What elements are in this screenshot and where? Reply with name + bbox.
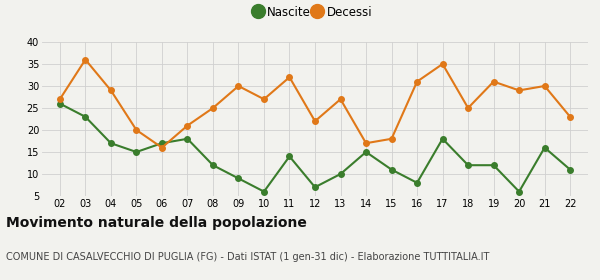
Decessi [107, 89, 115, 92]
Nascite [158, 141, 166, 145]
Nascite [286, 155, 293, 158]
Decessi [515, 89, 523, 92]
Decessi [541, 84, 548, 88]
Decessi [311, 120, 319, 123]
Nascite [133, 150, 140, 154]
Nascite [56, 102, 64, 105]
Nascite [107, 141, 115, 145]
Decessi [82, 58, 89, 61]
Decessi [490, 80, 497, 83]
Nascite [541, 146, 548, 149]
Nascite [439, 137, 446, 141]
Nascite [337, 172, 344, 176]
Line: Decessi: Decessi [57, 57, 573, 150]
Nascite [311, 186, 319, 189]
Nascite [362, 150, 370, 154]
Nascite [82, 115, 89, 118]
Decessi [362, 141, 370, 145]
Decessi [464, 106, 472, 110]
Nascite [413, 181, 421, 185]
Text: COMUNE DI CASALVECCHIO DI PUGLIA (FG) - Dati ISTAT (1 gen-31 dic) - Elaborazione: COMUNE DI CASALVECCHIO DI PUGLIA (FG) - … [6, 252, 490, 262]
Decessi [184, 124, 191, 127]
Nascite [566, 168, 574, 171]
Nascite [515, 190, 523, 193]
Nascite [260, 190, 268, 193]
Decessi [133, 128, 140, 132]
Nascite [490, 164, 497, 167]
Decessi [158, 146, 166, 149]
Legend: Nascite, Decessi: Nascite, Decessi [253, 1, 377, 24]
Line: Nascite: Nascite [57, 101, 573, 194]
Text: Movimento naturale della popolazione: Movimento naturale della popolazione [6, 216, 307, 230]
Decessi [235, 84, 242, 88]
Decessi [56, 97, 64, 101]
Nascite [388, 168, 395, 171]
Nascite [209, 164, 217, 167]
Decessi [413, 80, 421, 83]
Decessi [260, 97, 268, 101]
Decessi [439, 62, 446, 66]
Decessi [337, 97, 344, 101]
Decessi [566, 115, 574, 118]
Decessi [388, 137, 395, 141]
Nascite [464, 164, 472, 167]
Nascite [235, 177, 242, 180]
Nascite [184, 137, 191, 141]
Decessi [286, 76, 293, 79]
Decessi [209, 106, 217, 110]
